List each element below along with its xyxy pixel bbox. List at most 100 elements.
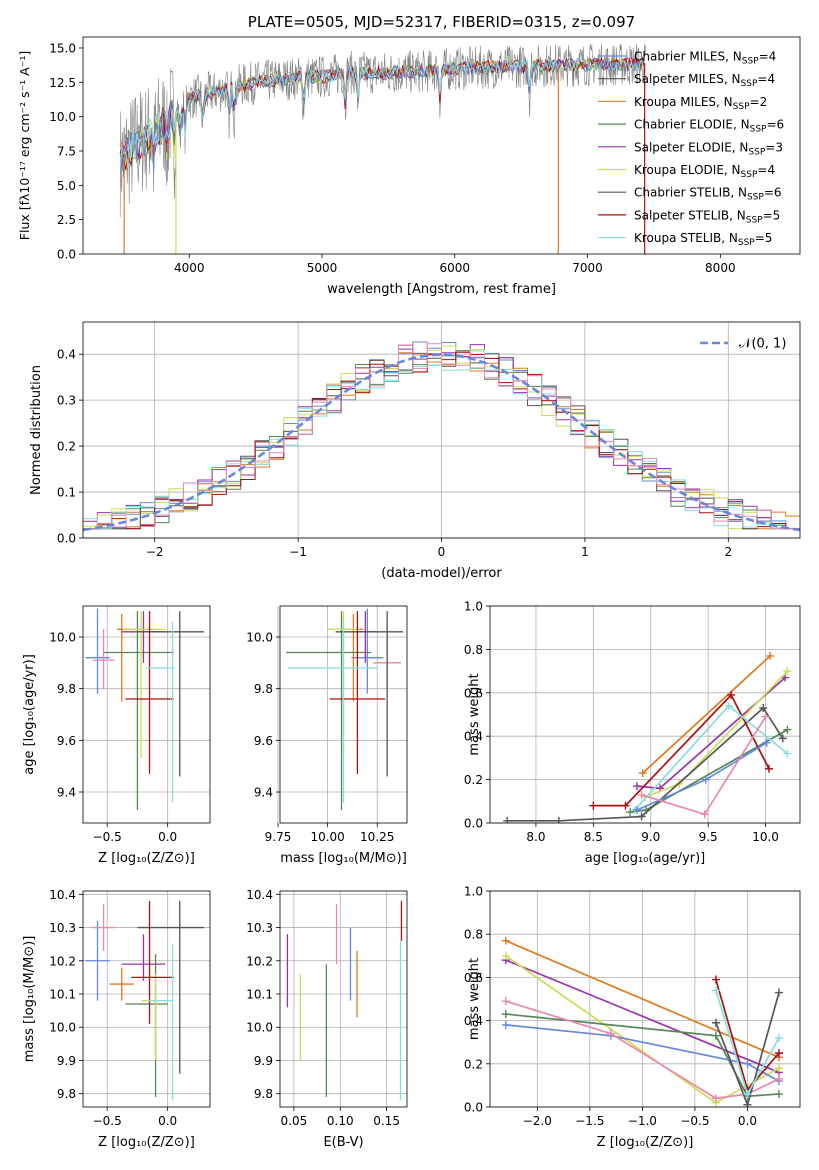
weight-point <box>675 779 684 788</box>
weight-point <box>711 1018 720 1027</box>
legend-entry: Salpeter ELODIE, NSSP=3 <box>634 140 783 157</box>
panel-1: 4000 5000 6000 7000 8000 0.0 2.5 5.0 7.5 10.0 12.5… <box>17 13 801 297</box>
x-tick-label: 10.25 <box>360 830 394 844</box>
weight-point <box>554 816 563 823</box>
axes-frame: −0.5 0.0 9.4 9.6 9.8 10.0 Z [log₁₀(Z/Z⊙)] <box>49 605 211 866</box>
legend-entry-tail: =5 <box>763 208 781 222</box>
weight-point <box>743 1090 752 1099</box>
y-tick-label: 0.6 <box>464 686 483 700</box>
plot-area <box>85 900 204 1101</box>
x-tick-label: 9.75 <box>265 830 292 844</box>
weight-point <box>783 749 792 758</box>
legend-entry-tail: =4 <box>757 163 775 177</box>
legend-entry: 𝒩(0, 1) <box>739 337 786 352</box>
x-axis-label: Z [log₁₀(Z/Z⊙)] <box>597 1135 694 1150</box>
y-tick-label: 12.5 <box>49 76 76 90</box>
legend-entry-name: Salpeter MILES, N <box>634 72 741 86</box>
legend-entry-name: Chabrier ELODIE, N <box>634 118 750 132</box>
x-tick-label: 10.00 <box>310 830 344 844</box>
legend-entry-sub: SSP <box>741 79 758 89</box>
y-tick-label: 1.0 <box>464 885 483 899</box>
axes-frame: 4000 5000 6000 7000 8000 0.0 2.5 5.0 7.5 10.0 12.5… <box>49 36 801 297</box>
weight-point <box>711 986 720 995</box>
x-tick-label: 7000 <box>572 261 603 275</box>
y-tick-label: 0.3 <box>57 394 76 408</box>
y-tick-label: 0.4 <box>57 348 76 362</box>
histogram-step-cyan <box>83 350 800 530</box>
weight-point <box>606 1029 615 1038</box>
weight-point <box>701 775 710 784</box>
weight-point <box>781 673 790 682</box>
plot-area <box>501 936 783 1107</box>
legend-entry-tail: =6 <box>764 186 782 200</box>
legend-entry: Kroupa MILES, NSSP=2 <box>634 95 767 112</box>
panel-4: 9.75 10.00 10.25 9.4 9.6 9.8 10.0 mass [log₁₀(M… <box>246 605 408 866</box>
y-tick-label: 9.8 <box>57 682 76 696</box>
weight-line-gray <box>507 706 784 822</box>
y-tick-label: 0.0 <box>464 817 483 831</box>
axes-border <box>489 605 801 824</box>
x-tick-label: 5000 <box>307 261 338 275</box>
y-tick-label: 0.2 <box>464 1057 483 1071</box>
weight-point <box>638 769 647 778</box>
weight-point <box>743 1100 752 1107</box>
legend-entry: Chabrier STELIB, NSSP=6 <box>634 186 782 203</box>
legend-entry: Salpeter STELIB, NSSP=5 <box>634 208 780 225</box>
x-tick-label: 0.10 <box>327 1114 354 1128</box>
axes-border <box>82 36 801 255</box>
y-tick-label: 9.8 <box>254 1087 273 1101</box>
weight-point <box>783 725 792 734</box>
x-tick-label: −1 <box>289 545 307 559</box>
y-tick-label: 9.8 <box>254 682 273 696</box>
x-tick-label: −1.0 <box>628 1114 657 1128</box>
legend-entry-sub: SSP <box>750 125 767 135</box>
x-tick-label: −0.5 <box>680 1114 709 1128</box>
x-tick-label: 0.0 <box>738 1114 757 1128</box>
weight-point <box>621 801 630 810</box>
chart-title: PLATE=0505, MJD=52317, FIBERID=0315, z=0… <box>248 13 635 31</box>
x-tick-label: 6000 <box>440 261 471 275</box>
axes-border <box>82 321 801 539</box>
weight-point <box>501 936 510 945</box>
y-tick-label: 10.0 <box>246 631 273 645</box>
x-tick-label: 1 <box>581 545 589 559</box>
legend-entry: Kroupa ELODIE, NSSP=4 <box>634 163 775 180</box>
legend-entry-name: Salpeter STELIB, N <box>634 208 746 222</box>
y-axis-label: mass [log₁₀(M/M⊙)] <box>22 936 37 1063</box>
y-tick-label: 9.6 <box>254 734 273 748</box>
legend-entry-tail: =6 <box>766 118 784 132</box>
weight-point <box>626 808 635 817</box>
x-tick-label: −0.5 <box>93 1114 122 1128</box>
plot-area <box>285 608 404 811</box>
y-tick-label: 2.5 <box>57 213 76 227</box>
x-tick-label: 0.05 <box>281 1114 308 1128</box>
x-axis-label: age [log₁₀(age/yr)] <box>585 851 706 866</box>
y-tick-label: 10.3 <box>49 921 76 935</box>
x-tick-label: 0 <box>438 545 446 559</box>
weight-point <box>711 1031 720 1040</box>
weight-point <box>503 816 512 823</box>
legend-entry-sub: SSP <box>733 102 750 112</box>
y-axis-label: mass weight <box>467 958 482 1040</box>
x-tick-label: 9.0 <box>641 830 660 844</box>
y-tick-label: 9.8 <box>57 1087 76 1101</box>
y-tick-label: 0.4 <box>464 1014 483 1028</box>
x-tick-label: 8.5 <box>584 830 603 844</box>
model-spectrum-yellow <box>119 57 645 167</box>
observed-spectrum <box>119 43 647 218</box>
legend-entry-sub: SSP <box>747 193 764 203</box>
legend-entry-tail: =4 <box>757 72 775 86</box>
x-tick-label: 0.15 <box>373 1114 400 1128</box>
x-tick-label: −0.5 <box>93 830 122 844</box>
legend-entry-name: Kroupa STELIB, N <box>634 231 738 245</box>
legend-entry-name: Kroupa MILES, N <box>634 95 733 109</box>
legend-entry-sub: SSP <box>741 170 758 180</box>
y-axis-label: Normed distribution <box>29 365 44 495</box>
y-axis-label: Flux [fλ10⁻¹⁷ erg cm⁻² s⁻¹ A⁻¹] <box>17 51 32 240</box>
legend-entry: Chabrier MILES, NSSP=4 <box>634 50 776 67</box>
x-tick-label: 8000 <box>705 261 736 275</box>
axes-border <box>279 890 408 1108</box>
y-tick-label: 9.9 <box>57 1054 76 1068</box>
weight-point <box>700 810 709 819</box>
